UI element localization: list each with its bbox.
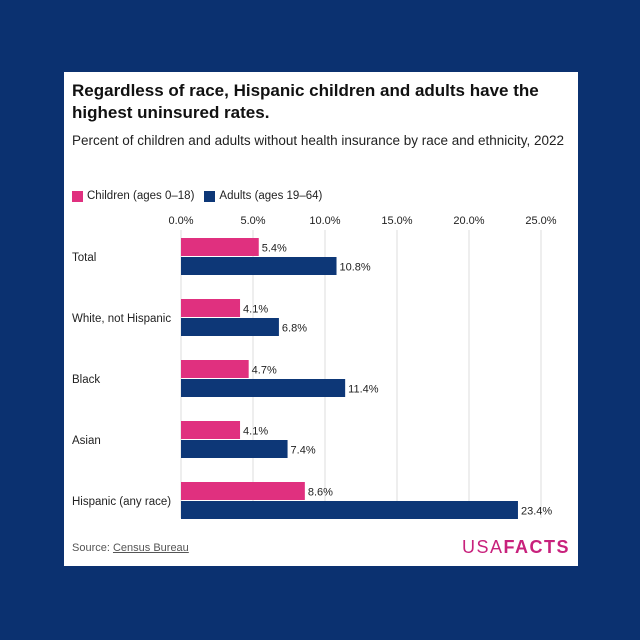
source-prefix: Source:: [72, 542, 113, 554]
x-tick-label: 20.0%: [453, 215, 484, 227]
bar-children: [181, 360, 249, 378]
category-label: Asian: [72, 435, 101, 447]
legend-swatch-children: [72, 190, 83, 202]
chart-subtitle: Percent of children and adults without h…: [72, 133, 565, 148]
legend: Children (ages 0–18) Adults (ages 19–64): [72, 190, 332, 202]
legend-item-children: Children (ages 0–18): [72, 190, 194, 202]
data-label: 5.4%: [262, 243, 287, 255]
data-label: 4.1%: [243, 304, 268, 316]
logo-facts: FACTS: [503, 537, 570, 557]
data-label: 6.8%: [282, 323, 307, 335]
bar-children: [181, 299, 241, 317]
logo-usa: USA: [461, 537, 504, 557]
legend-swatch-adults: [204, 190, 216, 202]
data-label: 23.4%: [521, 506, 552, 518]
bar-adults: [181, 318, 279, 336]
usafacts-logo: USAFACTS: [462, 537, 570, 558]
data-label: 11.4%: [348, 384, 379, 396]
legend-label-adults: Adults (ages 19–64): [219, 190, 323, 202]
legend-item-adults: Adults (ages 19–64): [204, 190, 322, 202]
x-tick-label: 25.0%: [525, 215, 556, 227]
bar-adults: [181, 379, 346, 397]
data-label: 7.4%: [291, 445, 316, 457]
bar-adults: [181, 440, 288, 458]
bar-adults: [181, 257, 337, 275]
x-tick-label: 10.0%: [309, 215, 340, 227]
category-label: White, not Hispanic: [72, 313, 171, 325]
data-label: 4.1%: [243, 426, 268, 438]
source-link[interactable]: Census Bureau: [112, 542, 189, 554]
bar-children: [181, 421, 241, 439]
chart-card: Regardless of race, Hispanic children an…: [64, 72, 578, 566]
category-label: Hispanic (any race): [72, 496, 171, 508]
source-note: Source: Census Bureau: [72, 542, 189, 554]
bar-children: [181, 238, 259, 256]
bar-children: [181, 482, 305, 500]
x-tick-label: 0.0%: [168, 215, 193, 227]
bar-chart: 0.0% 5.0% 10.0% 15.0% 20.0% 25.0% Total 5.4% 10.…: [72, 215, 557, 519]
legend-label-children: Children (ages 0–18): [87, 190, 195, 202]
data-label: 4.7%: [252, 365, 277, 377]
x-tick-label: 15.0%: [381, 215, 412, 227]
bar-adults: [181, 501, 518, 519]
chart-title: Regardless of race, Hispanic children an…: [72, 81, 539, 122]
x-tick-label: 5.0%: [240, 215, 265, 227]
category-label: Total: [72, 252, 96, 264]
category-label: Black: [72, 374, 100, 386]
data-label: 8.6%: [308, 487, 333, 499]
data-label: 10.8%: [340, 262, 371, 274]
